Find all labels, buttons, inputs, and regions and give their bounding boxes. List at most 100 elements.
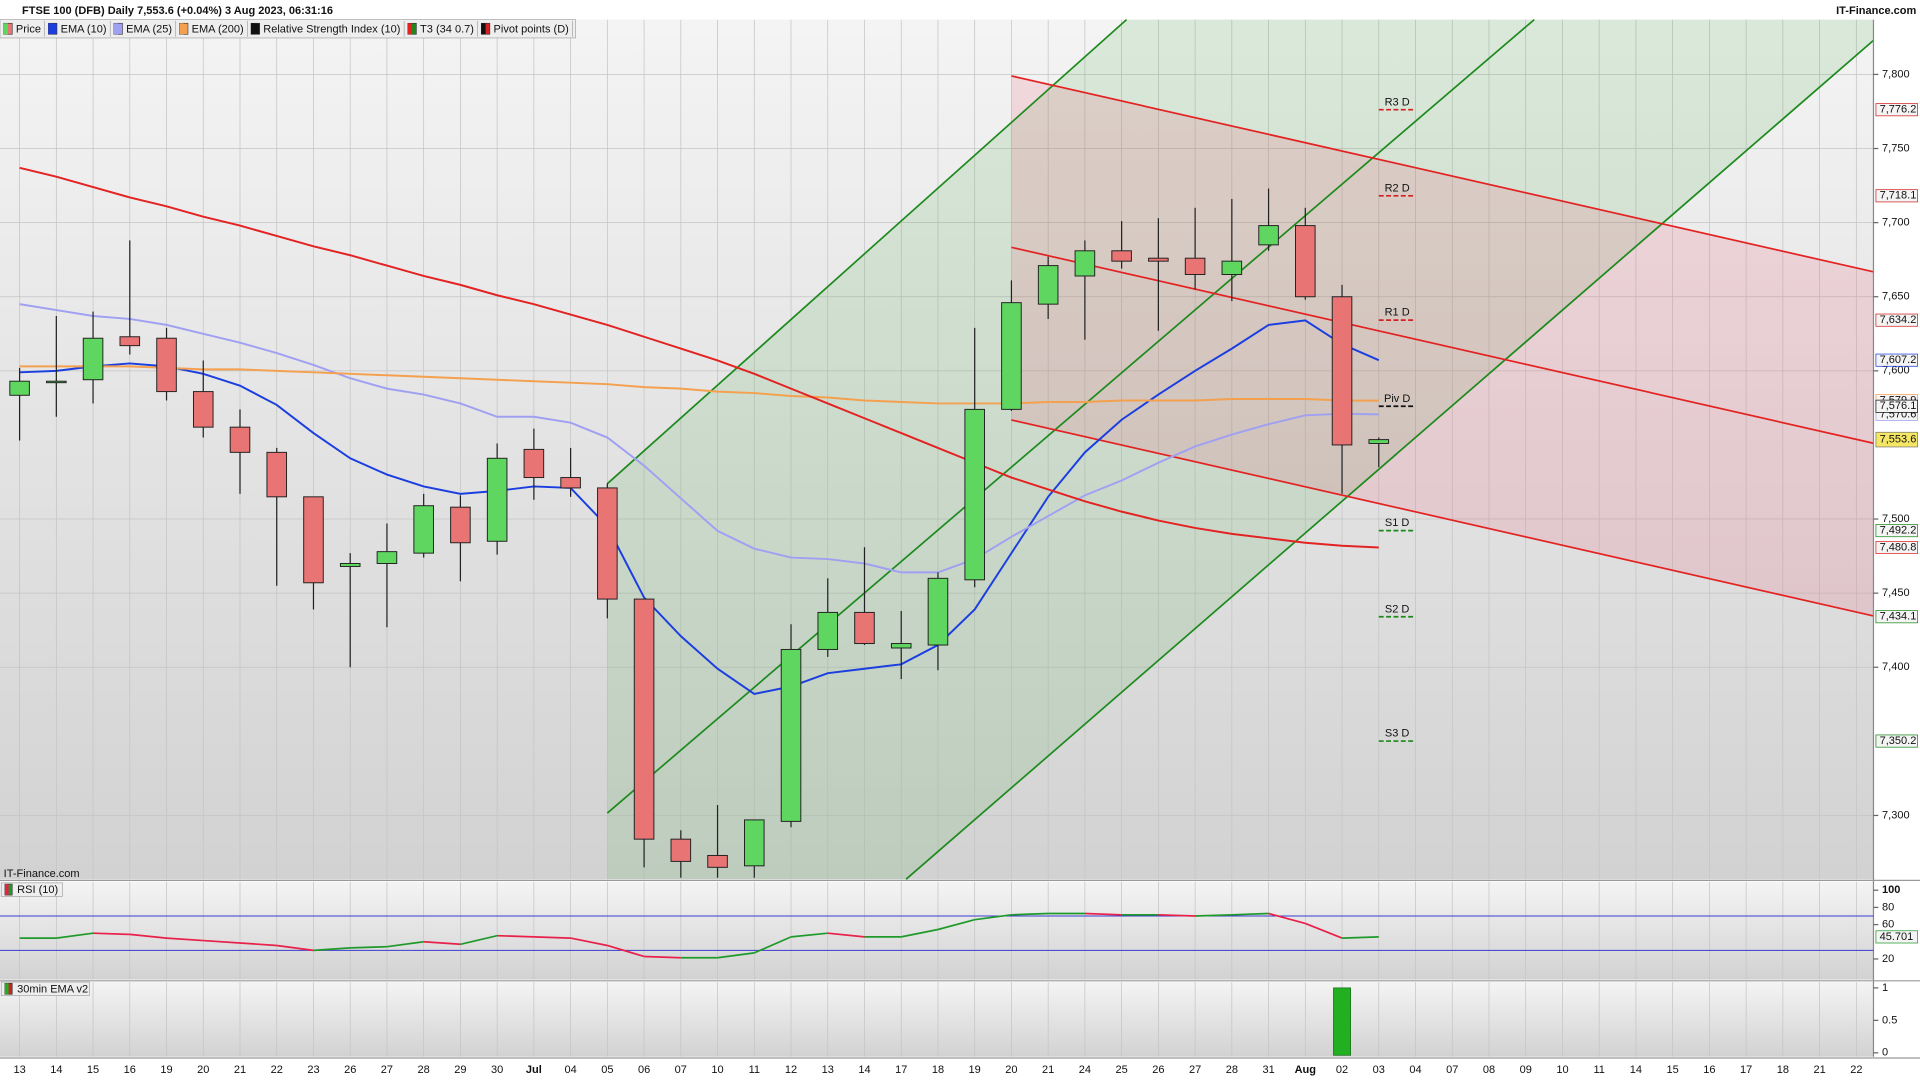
candle-body (633, 598, 655, 840)
trend-line (1011, 75, 1874, 273)
candle-body (780, 648, 802, 822)
value-tag-label: 7,634.2 (1880, 314, 1917, 326)
rsi-segment (203, 939, 241, 944)
candle-body (192, 391, 214, 428)
panel-label-bg (0, 981, 90, 996)
x-tick-label: 26 (1152, 1064, 1164, 1076)
rsi-segment (1084, 912, 1122, 916)
rsi-segment (313, 947, 351, 952)
x-tick-label: 16 (1703, 1064, 1715, 1076)
x-tick-label: 03 (1373, 1064, 1385, 1076)
x-tick-label: 22 (1850, 1064, 1862, 1076)
x-tick-label: Jul (526, 1064, 542, 1076)
candle-body (927, 577, 949, 646)
rsi-segment (974, 913, 1012, 921)
y-tick-label: 7,450 (1882, 587, 1910, 599)
x-tick-label: 11 (1593, 1064, 1604, 1076)
candle-body (156, 337, 177, 393)
rsi-segment (276, 944, 314, 952)
x-tick-label: 20 (1005, 1064, 1017, 1076)
value-tag (1875, 189, 1918, 203)
trend-line (606, 18, 1535, 814)
x-tick-label: 07 (675, 1064, 687, 1076)
rsi-segment (790, 932, 828, 938)
x-tick-label: 15 (1667, 1064, 1679, 1076)
rsi-segment (1011, 912, 1049, 916)
candle-body (1001, 302, 1022, 410)
value-tag-label: 7,718.1 (1880, 190, 1917, 202)
rsi-segment (644, 955, 681, 959)
rsi-segment (460, 934, 498, 946)
candle-body (1368, 439, 1390, 444)
x-tick-label: 19 (969, 1064, 981, 1076)
rsi-segment (1195, 913, 1232, 917)
legend-label: Relative Strength Index (10) (263, 23, 400, 35)
candle-body (82, 337, 104, 381)
rsi-segment (1268, 912, 1306, 925)
legend-label: EMA (10) (61, 23, 107, 35)
y-tick-label: 80 (1882, 901, 1894, 913)
y-tick-label: 7,400 (1882, 661, 1910, 673)
ema-panel (0, 982, 1874, 1057)
x-tick-label: 14 (1630, 1064, 1642, 1076)
value-tag (1875, 541, 1918, 554)
y-tick-label: 20 (1882, 953, 1894, 965)
x-tick-label: 15 (87, 1064, 99, 1076)
legend-swatch (4, 983, 9, 995)
trend-line (905, 39, 1875, 880)
rsi-segment (497, 934, 534, 938)
x-tick-label: 20 (197, 1064, 209, 1076)
x-tick-label: 26 (344, 1064, 356, 1076)
x-tick-label: 24 (1079, 1064, 1091, 1076)
candle-body (707, 854, 728, 868)
candle-body (339, 563, 361, 567)
rsi-segment (1231, 912, 1269, 916)
rsi-segment (166, 937, 204, 942)
rsi-segment (93, 932, 130, 936)
y-tick-label: 1 (1882, 982, 1888, 994)
candle-body (450, 506, 471, 544)
red-channel-lines (1011, 75, 1874, 617)
rsi-segment (1342, 936, 1379, 939)
x-tick-label: 28 (418, 1064, 430, 1076)
candle-body (1074, 250, 1096, 277)
x-tick-label: 09 (1520, 1064, 1532, 1076)
candle-body (744, 819, 765, 867)
trend-line (1011, 246, 1874, 445)
rsi-segment (56, 932, 94, 939)
legend-swatch (179, 23, 184, 35)
x-tick-label: 28 (1226, 1064, 1238, 1076)
y-tick-label: 7,750 (1882, 142, 1910, 154)
grid (0, 19, 1874, 1057)
x-tick-label: 22 (271, 1064, 283, 1076)
panel-title: 30min EMA v2 (17, 983, 88, 995)
value-tag (1875, 734, 1918, 748)
legend-swatch (48, 23, 53, 35)
trend-line (1011, 419, 1874, 617)
rsi-segment (827, 932, 865, 938)
candle-body (1258, 225, 1279, 246)
rsi-segment (607, 944, 645, 958)
rsi-segment (937, 918, 975, 931)
candle-body (119, 336, 141, 347)
value-tag-label: 7,607.2 (1880, 354, 1917, 366)
series-line (19, 166, 1379, 549)
x-tick-label: 21 (234, 1064, 246, 1076)
value-tag-label: 7,776.2 (1880, 104, 1917, 116)
candle-body (486, 457, 508, 542)
pivot-label: R3 D (1385, 96, 1410, 108)
value-tag-label: 7,480.8 (1880, 541, 1917, 553)
legend-swatch (4, 884, 9, 896)
rsi-segment (753, 936, 792, 954)
x-tick-label: 16 (124, 1064, 136, 1076)
x-tick-label: 25 (1115, 1064, 1127, 1076)
candle-body (1221, 260, 1243, 275)
y-tick-label: 7,500 (1882, 513, 1910, 525)
x-tick-label: Aug (1295, 1064, 1316, 1076)
candle-body (413, 505, 434, 554)
x-tick-label: 07 (1446, 1064, 1458, 1076)
candle-body (597, 487, 618, 600)
rsi-segment (1304, 922, 1343, 939)
